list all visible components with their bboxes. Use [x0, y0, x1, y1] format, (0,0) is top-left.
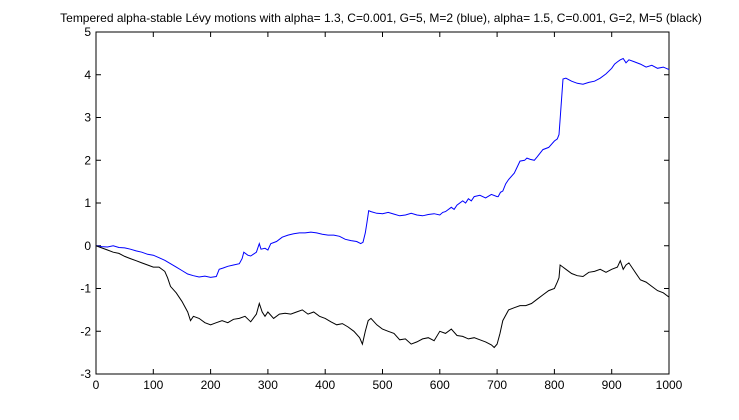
x-tick-label: 1000 [656, 378, 683, 392]
y-tick-label: 5 [84, 25, 91, 39]
x-tick-label: 0 [93, 378, 100, 392]
x-tick-label: 700 [487, 378, 507, 392]
x-tick-label: 400 [315, 378, 335, 392]
y-tick-label: 3 [84, 111, 91, 125]
x-tick-label: 100 [143, 378, 163, 392]
y-tick-label: 0 [84, 239, 91, 253]
y-tick-label: -3 [80, 367, 91, 381]
axis-ticks [95, 31, 670, 375]
series-lines [95, 57, 670, 349]
series-line-1 [95, 57, 670, 278]
series-line-2 [95, 245, 670, 349]
x-tick-label: 200 [201, 378, 221, 392]
chart-title: Tempered alpha-stable Lévy motions with … [60, 11, 702, 25]
x-axis-tick-labels: 0 100 200 300 400 500 600 700 800 900 1000 [93, 378, 683, 392]
y-tick-label: 1 [84, 196, 91, 210]
x-tick-label: 300 [258, 378, 278, 392]
y-tick-label: -2 [80, 324, 91, 338]
y-tick-label: 4 [84, 68, 91, 82]
x-tick-label: 500 [372, 378, 392, 392]
x-tick-label: 900 [602, 378, 622, 392]
y-axis-tick-labels: -3 -2 -1 0 1 2 3 4 5 [80, 25, 91, 381]
y-tick-label: 2 [84, 153, 91, 167]
x-tick-label: 800 [544, 378, 564, 392]
y-tick-label: -1 [80, 282, 91, 296]
x-tick-label: 600 [430, 378, 450, 392]
plot-area [95, 31, 670, 375]
